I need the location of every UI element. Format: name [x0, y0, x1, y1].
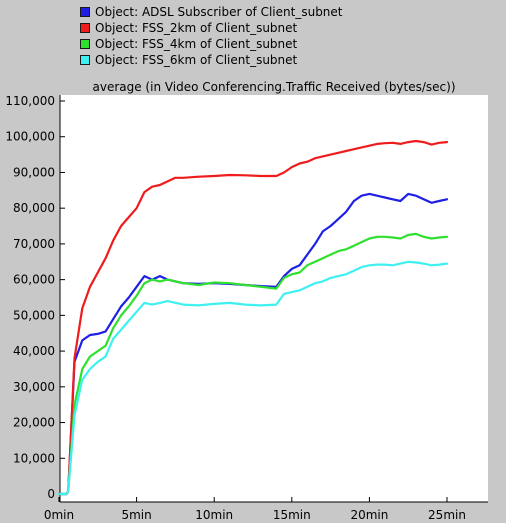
tick-labels: 0 10,000 20,000 30,000 40,000 50,000 60,000 70,…	[5, 94, 466, 522]
y-tick-label: 100,000	[5, 130, 55, 144]
legend-item-fss-6km: Object: FSS_6km of Client_subnet	[80, 52, 343, 68]
x-tick-label: 10min	[195, 508, 233, 522]
x-tick-label: 15min	[273, 508, 311, 522]
legend-swatch-fss-6km	[80, 55, 90, 65]
legend-swatch-adsl	[80, 7, 90, 17]
y-tick-label: 30,000	[13, 380, 55, 394]
legend-item-adsl: Object: ADSL Subscriber of Client_subnet	[80, 4, 343, 20]
x-tick-label: 20min	[350, 508, 388, 522]
x-tick-label: 0min	[44, 508, 74, 522]
series-line-2	[57, 232, 449, 496]
chart-legend: Object: ADSL Subscriber of Client_subnet…	[80, 4, 343, 68]
legend-swatch-fss-2km	[80, 23, 90, 33]
legend-item-fss-2km: Object: FSS_2km of Client_subnet	[80, 20, 343, 36]
y-tick-label: 50,000	[13, 308, 55, 322]
y-tick-label: 10,000	[13, 451, 55, 465]
legend-item-fss-4km: Object: FSS_4km of Client_subnet	[80, 36, 343, 52]
chart-title: average (in Video Conferencing.Traffic R…	[92, 80, 456, 94]
x-tick-label: 5min	[121, 508, 151, 522]
legend-label-adsl: Object: ADSL Subscriber of Client_subnet	[95, 5, 343, 19]
y-tick-label: 40,000	[13, 344, 55, 358]
series-line-3	[57, 260, 449, 496]
legend-swatch-fss-4km	[80, 39, 90, 49]
y-tick-label: 110,000	[5, 94, 55, 108]
y-tick-label: 20,000	[13, 416, 55, 430]
legend-label-fss-6km: Object: FSS_6km of Client_subnet	[95, 53, 298, 67]
y-tick-label: 70,000	[13, 237, 55, 251]
legend-label-fss-2km: Object: FSS_2km of Client_subnet	[95, 21, 298, 35]
legend-label-fss-4km: Object: FSS_4km of Client_subnet	[95, 37, 298, 51]
y-tick-label: 80,000	[13, 201, 55, 215]
series-line-1	[57, 139, 449, 496]
y-tick-label: 90,000	[13, 165, 55, 179]
x-tick-label: 25min	[428, 508, 466, 522]
y-tick-label: 60,000	[13, 273, 55, 287]
plot-area	[60, 95, 488, 502]
y-tick-label: 0	[47, 487, 55, 501]
series-lines	[57, 139, 449, 496]
